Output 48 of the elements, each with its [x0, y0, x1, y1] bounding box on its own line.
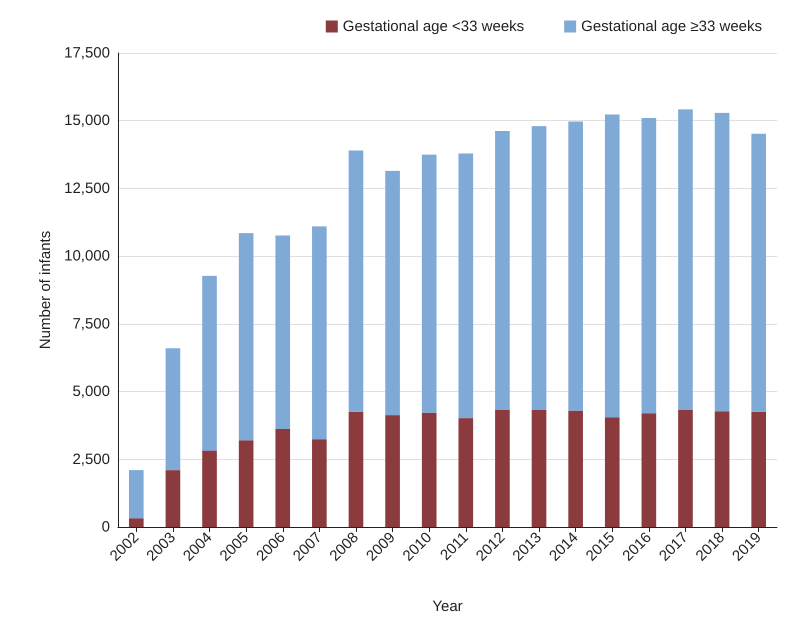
bar: [642, 413, 656, 527]
bar: [604, 417, 620, 527]
bar: [714, 112, 730, 412]
bar: [495, 410, 510, 527]
bar: [678, 410, 693, 527]
bar: [714, 411, 730, 527]
y-tick-label: 5,000: [72, 383, 110, 400]
bar: [422, 154, 437, 413]
bar: [348, 412, 364, 527]
y-tick-label: 7,500: [72, 315, 110, 332]
bar: [751, 412, 766, 527]
y-tick-label: 12,500: [64, 180, 110, 197]
bar: [312, 440, 327, 527]
bar: [128, 470, 144, 518]
bar: [458, 153, 474, 418]
y-tick-label: 17,500: [64, 44, 110, 62]
y-tick-label: 2,500: [72, 450, 110, 468]
bar: [275, 236, 290, 429]
bar: [348, 150, 364, 412]
bar: [678, 109, 693, 410]
bar: [312, 226, 327, 440]
y-tick-label: 15,000: [64, 112, 110, 130]
bar: [202, 450, 217, 527]
x-axis-title: Year: [432, 598, 463, 615]
bar: [568, 410, 583, 527]
bar: [238, 440, 254, 527]
bar: [642, 118, 656, 414]
y-tick-label: 10,000: [64, 248, 110, 265]
y-tick-label: 0: [102, 518, 110, 536]
bar: [495, 131, 510, 410]
bar: [751, 134, 766, 412]
legend-label: Gestational age ≥33 weeks: [581, 18, 762, 35]
bar: [385, 415, 400, 527]
bar: [568, 122, 583, 411]
bar: [458, 418, 474, 527]
bar: [532, 126, 546, 410]
bar: [202, 276, 217, 451]
bar: [166, 470, 180, 527]
bar: [532, 410, 546, 527]
bar: [604, 114, 620, 418]
bar: [275, 428, 290, 527]
bar: [422, 412, 437, 527]
y-axis-title: Number of infants: [37, 230, 54, 350]
bar: [238, 233, 254, 440]
bar: [166, 348, 180, 470]
legend-label: Gestational age <33 weeks: [342, 18, 524, 35]
bar: [385, 170, 400, 416]
bar: [128, 518, 144, 527]
